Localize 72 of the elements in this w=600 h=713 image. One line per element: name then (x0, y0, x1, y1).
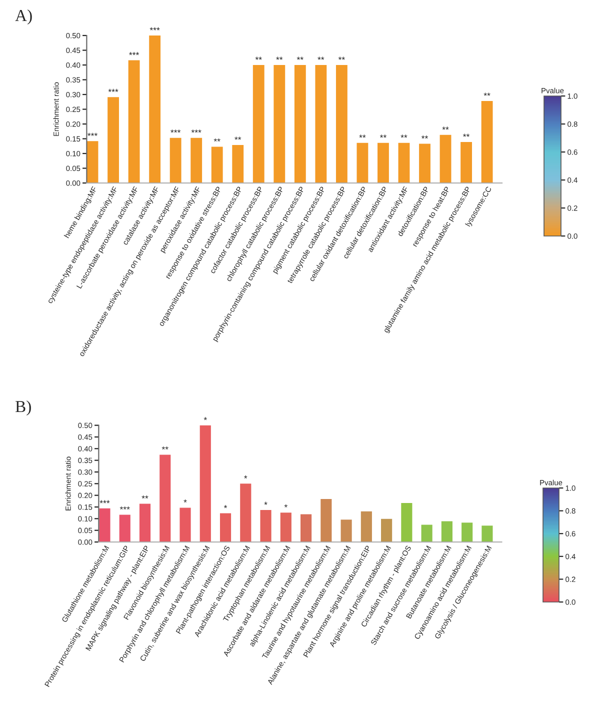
bar (336, 65, 348, 183)
bar (441, 521, 452, 542)
bar (139, 504, 151, 542)
data-label: ** (296, 56, 304, 60)
bar (108, 97, 119, 183)
bar (170, 138, 182, 183)
bar (381, 518, 392, 542)
bar (180, 508, 191, 542)
data-label: *** (120, 506, 130, 510)
data-label: ** (484, 92, 490, 96)
data-label: ** (234, 136, 242, 140)
data-label: * (224, 505, 228, 508)
data-label: ** (162, 446, 168, 450)
bar (99, 508, 110, 542)
bar (86, 141, 98, 183)
data-label: *** (150, 27, 160, 30)
chart-title: A) (15, 9, 32, 25)
data-label: ** (442, 126, 449, 130)
bar (421, 524, 432, 542)
bar (232, 144, 244, 183)
bar (260, 510, 272, 542)
bar (160, 454, 171, 542)
data-label: ** (214, 138, 220, 142)
data-label: ** (463, 134, 470, 137)
bar (252, 65, 264, 183)
data-label: ** (142, 495, 148, 499)
bar (482, 526, 493, 542)
data-label: * (284, 504, 288, 508)
data-label: * (204, 417, 207, 420)
bar (401, 503, 412, 542)
bar (481, 100, 493, 183)
bar (440, 134, 452, 183)
bar (320, 499, 332, 542)
data-label: * (244, 475, 248, 478)
bar (340, 520, 352, 542)
data-label: ** (255, 56, 262, 60)
data-label: ** (359, 134, 366, 138)
data-label: ** (421, 136, 428, 139)
bar (300, 514, 312, 542)
bar (419, 144, 430, 183)
bar (462, 522, 473, 542)
data-label: *** (108, 88, 118, 92)
data-label: ** (380, 134, 386, 138)
bar (128, 60, 140, 183)
data-label: *** (100, 500, 110, 504)
data-label: *** (191, 130, 202, 133)
bar (149, 36, 161, 183)
bar (294, 65, 306, 183)
data-label: * (264, 502, 268, 505)
data-label: *** (88, 132, 98, 136)
bar (240, 484, 252, 542)
data-label: *** (170, 130, 181, 133)
bar (200, 425, 211, 542)
bar (460, 142, 472, 183)
data-label: ** (318, 56, 324, 60)
bar (398, 142, 410, 183)
bar (378, 142, 389, 183)
data-label: ** (400, 134, 408, 138)
data-label: ** (276, 56, 283, 60)
chart-title: B) (15, 400, 31, 416)
bar (360, 511, 372, 542)
bar (315, 65, 327, 183)
data-label: *** (129, 52, 140, 56)
bar (190, 138, 202, 183)
data-label: ** (338, 56, 345, 60)
bar (119, 514, 130, 542)
bar (220, 513, 232, 542)
bar (211, 146, 223, 183)
bar (356, 142, 368, 183)
bar (280, 512, 292, 542)
bar (274, 65, 286, 183)
data-label: * (184, 499, 187, 503)
